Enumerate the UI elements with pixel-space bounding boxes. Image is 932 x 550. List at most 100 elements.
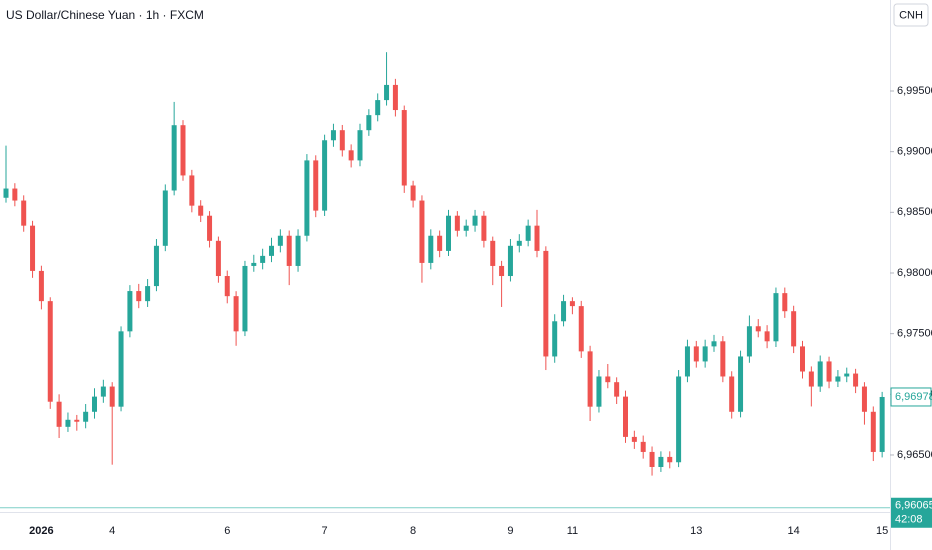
candle-body [596, 376, 602, 407]
candle-body [773, 293, 779, 342]
candle-body [605, 376, 611, 383]
candle-body [472, 215, 478, 226]
candle-body [569, 301, 575, 307]
candle-body [47, 301, 53, 402]
candle-body [366, 115, 372, 131]
candle-body [578, 306, 584, 352]
candle-body [162, 190, 168, 246]
candle-body [561, 301, 567, 322]
y-tick-label: 6,96500 [897, 449, 932, 461]
symbol-box[interactable] [893, 3, 929, 27]
candle-body [623, 396, 628, 437]
candle-body [136, 291, 142, 302]
candle-body [100, 386, 106, 397]
x-tick-label: 9 [507, 525, 513, 537]
candle-body [198, 205, 204, 216]
candle-body [56, 401, 62, 427]
candle-body [127, 291, 133, 332]
candle-body [658, 456, 664, 467]
x-tick-label: 14 [788, 525, 800, 537]
last-price-label: 6,96978 [895, 391, 932, 403]
candle-body [153, 245, 159, 287]
x-tick-label: 11 [567, 525, 578, 537]
candle-body [339, 130, 345, 151]
candle-body [640, 441, 646, 452]
candle-body [552, 321, 558, 357]
candle-body [693, 346, 699, 362]
y-tick-label: 6,99500 [897, 85, 932, 97]
candle-body [207, 215, 213, 241]
candle-body [295, 235, 301, 266]
candle-body [454, 215, 460, 231]
x-tick-label: 15 [876, 525, 888, 537]
symbol-label[interactable]: CNH [899, 9, 923, 21]
candle-body [738, 356, 744, 412]
x-tick-label: 4 [109, 525, 115, 537]
candle-body [525, 225, 531, 241]
candle-body [437, 235, 443, 251]
candle-body [481, 215, 487, 241]
candle-body [145, 286, 151, 302]
candle-body [180, 125, 186, 176]
candle-body [83, 411, 89, 422]
x-tick-label: 13 [690, 525, 702, 537]
candle-body [676, 376, 682, 463]
candle-body [109, 386, 115, 407]
candle-body [419, 200, 425, 263]
candle-body [516, 240, 522, 246]
candle-body [746, 326, 752, 357]
candle-body [392, 84, 398, 111]
candle-body [171, 125, 177, 191]
candle-body [304, 160, 310, 236]
candle-body [755, 326, 761, 332]
y-tick-label: 6,99000 [897, 146, 932, 158]
candle-body [870, 411, 876, 452]
x-tick-label: 8 [410, 525, 416, 537]
candle-body [800, 346, 805, 372]
candle-body [879, 396, 885, 452]
candle-body [614, 382, 620, 397]
candle-body [313, 160, 319, 211]
y-tick-label: 6,98000 [897, 267, 932, 279]
candle-body [12, 188, 18, 201]
candle-body [720, 341, 726, 377]
candle-body [21, 200, 27, 226]
candle-body [118, 331, 124, 407]
candle-body [844, 373, 850, 377]
last-price-box [890, 387, 932, 407]
candle-body [543, 250, 549, 357]
candle-body [215, 240, 221, 277]
candle-body [322, 140, 328, 211]
candle-body [242, 265, 248, 332]
candle-body [286, 235, 292, 266]
candle-body [507, 245, 513, 277]
candle-body [684, 346, 690, 377]
y-tick-label: 6,98500 [897, 206, 932, 218]
candle-body [817, 361, 823, 387]
candle-body [499, 265, 505, 277]
candle-body [74, 419, 80, 422]
candle-body [277, 235, 283, 246]
candle-body [92, 396, 97, 412]
price-line-label: 6,96065 [895, 500, 932, 512]
candle-body [375, 100, 381, 116]
candle-body [667, 456, 673, 463]
candle-body [791, 311, 797, 347]
candle-body [835, 376, 841, 382]
candle-body [446, 215, 451, 251]
candle-body [3, 188, 9, 198]
candle-body [348, 150, 354, 161]
candle-body [649, 451, 655, 467]
candle-body [269, 245, 274, 256]
x-tick-label: 2026 [29, 525, 53, 537]
candle-body [357, 130, 363, 161]
candle-body [702, 346, 708, 362]
candle-body [861, 386, 867, 412]
candle-body [38, 270, 44, 302]
candle-body [224, 276, 230, 297]
chart-title: US Dollar/Chinese Yuan · 1h · FXCM [6, 8, 204, 22]
candle-body [782, 293, 788, 312]
x-tick-label: 7 [322, 525, 328, 537]
